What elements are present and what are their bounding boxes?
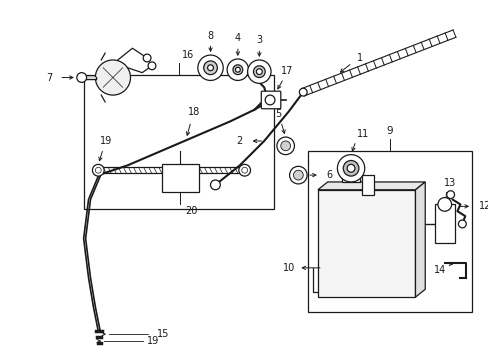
Text: 17: 17 [281, 66, 293, 76]
Circle shape [346, 165, 354, 172]
Text: 19: 19 [100, 136, 112, 146]
Text: 3: 3 [256, 35, 262, 45]
Circle shape [276, 137, 294, 155]
Circle shape [289, 166, 306, 184]
Circle shape [299, 88, 306, 96]
Bar [317, 190, 415, 297]
Text: 10: 10 [282, 263, 294, 273]
Circle shape [198, 55, 223, 80]
Circle shape [210, 180, 220, 190]
Bar [83, 75, 273, 209]
Bar [342, 172, 359, 182]
Bar [307, 151, 471, 312]
Circle shape [226, 59, 248, 80]
Circle shape [337, 155, 364, 182]
Circle shape [95, 60, 130, 95]
Circle shape [238, 165, 250, 176]
Circle shape [77, 73, 86, 82]
Circle shape [264, 95, 274, 105]
Circle shape [207, 65, 213, 71]
Text: 1: 1 [356, 53, 362, 63]
Circle shape [95, 167, 101, 173]
Text: 19: 19 [146, 336, 159, 346]
Circle shape [253, 66, 264, 77]
Text: 12: 12 [478, 201, 488, 211]
Text: 9: 9 [386, 126, 393, 136]
Text: 8: 8 [207, 31, 213, 41]
Circle shape [232, 65, 242, 75]
Circle shape [457, 220, 465, 228]
Text: 6: 6 [326, 170, 332, 180]
Text: 16: 16 [182, 50, 194, 60]
Circle shape [148, 62, 156, 70]
Text: 11: 11 [356, 129, 368, 139]
Circle shape [92, 165, 104, 176]
Circle shape [247, 60, 270, 84]
Text: 2: 2 [236, 136, 243, 146]
Text: 4: 4 [234, 33, 241, 44]
Circle shape [343, 161, 358, 176]
Text: 18: 18 [187, 107, 200, 117]
Circle shape [203, 61, 217, 75]
Text: 7: 7 [46, 72, 53, 82]
Polygon shape [317, 182, 425, 190]
Circle shape [446, 191, 454, 199]
Circle shape [235, 67, 240, 72]
Circle shape [241, 167, 247, 173]
Circle shape [143, 54, 151, 62]
Bar [434, 204, 454, 243]
Text: 14: 14 [433, 265, 445, 275]
Text: 15: 15 [156, 329, 168, 339]
Circle shape [256, 69, 262, 75]
Bar [361, 175, 373, 195]
Bar [162, 165, 199, 192]
FancyBboxPatch shape [261, 91, 280, 109]
Text: 13: 13 [443, 178, 455, 188]
Circle shape [293, 170, 303, 180]
Text: 5: 5 [274, 109, 281, 119]
Polygon shape [415, 182, 425, 297]
Circle shape [437, 198, 451, 211]
Circle shape [280, 141, 290, 151]
Text: 20: 20 [184, 206, 197, 216]
